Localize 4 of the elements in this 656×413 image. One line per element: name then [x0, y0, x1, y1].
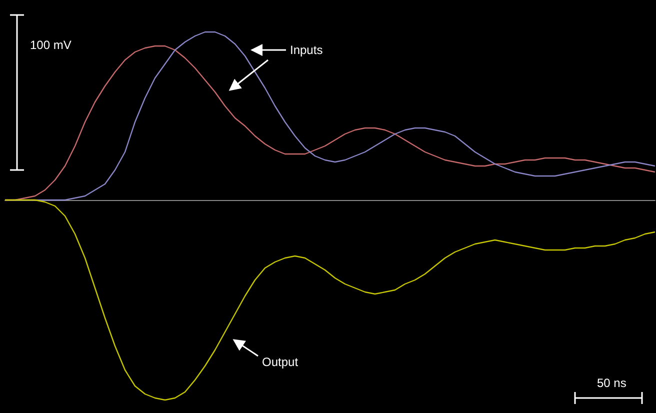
- annotation: 50 ns: [597, 376, 626, 390]
- annotation: Output: [262, 355, 299, 369]
- annotation: 100 mV: [30, 38, 72, 52]
- annotation: Inputs: [290, 43, 323, 57]
